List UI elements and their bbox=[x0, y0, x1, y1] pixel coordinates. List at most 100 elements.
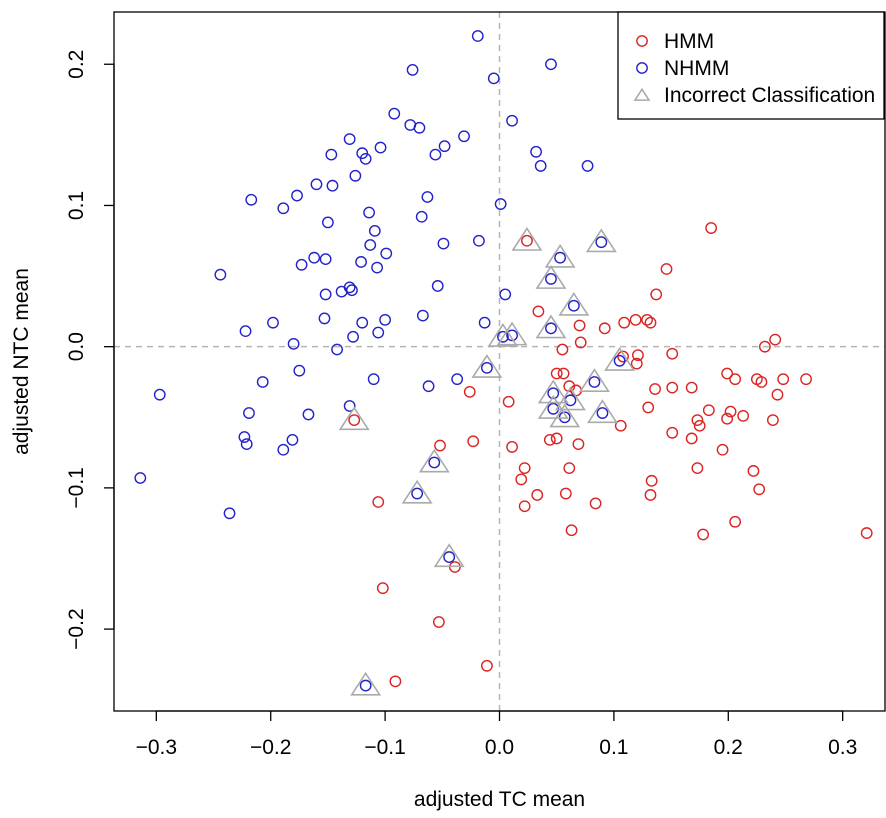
circle-point bbox=[530, 145, 543, 158]
circle-point bbox=[545, 272, 557, 285]
circle-point bbox=[487, 72, 500, 85]
triangle-point bbox=[433, 543, 465, 568]
circle-point bbox=[630, 357, 643, 370]
circle-point bbox=[286, 433, 299, 446]
circle-point bbox=[153, 388, 166, 401]
circle-point bbox=[642, 401, 655, 414]
triangle-point bbox=[471, 354, 503, 378]
legend-label: Incorrect Classification bbox=[664, 84, 875, 107]
circle-point bbox=[532, 305, 545, 318]
triangle-point bbox=[487, 323, 519, 347]
triangle-point bbox=[544, 243, 576, 268]
legend-label: HMM bbox=[664, 30, 714, 53]
circle-point bbox=[416, 309, 429, 322]
triangle-point bbox=[511, 226, 543, 251]
circle-point bbox=[629, 313, 642, 326]
triangle-point bbox=[535, 265, 567, 289]
legend-item-incorrect-classification: Incorrect Classification bbox=[633, 84, 875, 107]
circle-point bbox=[478, 316, 491, 329]
circle-point bbox=[545, 58, 557, 71]
circle-point bbox=[239, 325, 252, 338]
circle-point bbox=[318, 312, 331, 325]
circle-point bbox=[319, 253, 332, 266]
data-points bbox=[134, 30, 873, 696]
triangle-point bbox=[496, 321, 528, 346]
circle-point bbox=[506, 114, 518, 127]
circle-point bbox=[335, 285, 348, 298]
circle-point bbox=[364, 239, 377, 251]
circle-point bbox=[355, 256, 367, 268]
circle-point bbox=[494, 198, 507, 210]
x-tick-label: −0.1 bbox=[364, 736, 405, 759]
circle-point bbox=[755, 376, 768, 388]
circle-point bbox=[660, 263, 673, 275]
circle-point bbox=[645, 474, 658, 487]
circle-point bbox=[666, 347, 679, 360]
triangle-point bbox=[604, 347, 636, 371]
circle-point bbox=[691, 462, 704, 475]
circle-point bbox=[691, 414, 704, 427]
circle-point bbox=[134, 472, 147, 484]
circle-point bbox=[380, 247, 393, 260]
circle-point bbox=[240, 438, 253, 451]
circle-point bbox=[589, 497, 602, 510]
circle-point bbox=[721, 367, 734, 380]
circle-point bbox=[295, 258, 308, 271]
legend-circle-icon bbox=[636, 62, 648, 74]
circle-point bbox=[572, 438, 585, 451]
circle-point bbox=[758, 340, 771, 353]
circle-point bbox=[506, 329, 518, 342]
circle-point bbox=[598, 322, 611, 335]
circle-point bbox=[518, 462, 531, 475]
circle-point bbox=[413, 121, 426, 134]
circle-point bbox=[343, 133, 356, 145]
y-tick-label: 0.0 bbox=[65, 332, 88, 361]
circle-point bbox=[363, 206, 375, 219]
circle-point bbox=[359, 152, 372, 165]
circle-point bbox=[531, 489, 544, 501]
circle-point bbox=[348, 414, 361, 427]
circle-point bbox=[388, 107, 401, 120]
circle-point bbox=[737, 409, 750, 422]
circle-point bbox=[443, 551, 456, 563]
circle-point bbox=[753, 483, 766, 496]
circle-point bbox=[567, 299, 580, 312]
circle-point bbox=[729, 515, 742, 528]
circle-point bbox=[685, 432, 698, 445]
circle-point bbox=[325, 148, 338, 161]
triangle-point bbox=[338, 406, 370, 431]
circle-point bbox=[308, 251, 321, 264]
legend-label: NHMM bbox=[664, 57, 729, 80]
circle-point bbox=[771, 388, 784, 401]
y-axis-label: adjusted NTC mean bbox=[10, 268, 33, 455]
triangle-point bbox=[554, 386, 586, 411]
circle-point bbox=[614, 419, 627, 432]
y-tick-label: −0.1 bbox=[65, 467, 88, 508]
circle-point bbox=[458, 130, 470, 143]
circle-point bbox=[415, 210, 428, 223]
triangle-point bbox=[578, 368, 610, 393]
circle-point bbox=[481, 361, 493, 374]
triangle-point bbox=[586, 399, 618, 424]
circle-point bbox=[346, 284, 358, 297]
triangle-point bbox=[401, 479, 433, 504]
circle-point bbox=[376, 582, 389, 595]
y-tick-label: −0.2 bbox=[65, 608, 88, 649]
circle-point bbox=[277, 443, 290, 456]
circle-point bbox=[293, 364, 306, 377]
circle-point bbox=[649, 383, 661, 395]
circle-point bbox=[632, 349, 644, 362]
circle-point bbox=[697, 528, 710, 541]
circle-point bbox=[411, 487, 424, 500]
circle-point bbox=[437, 237, 450, 250]
circle-point bbox=[650, 288, 663, 301]
circle-point bbox=[729, 373, 742, 386]
circle-point bbox=[545, 322, 557, 335]
circle-point bbox=[463, 385, 476, 398]
circle-point bbox=[499, 288, 512, 301]
circle-point bbox=[693, 419, 706, 432]
circle-point bbox=[310, 178, 323, 191]
circle-point bbox=[434, 439, 446, 452]
circle-point bbox=[716, 443, 729, 456]
